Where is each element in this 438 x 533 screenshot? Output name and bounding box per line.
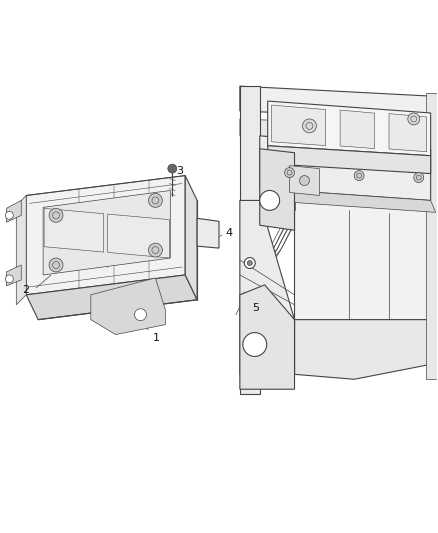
Text: 1: 1 [152, 333, 159, 343]
Polygon shape [185, 175, 197, 300]
Circle shape [260, 190, 279, 211]
Polygon shape [108, 214, 170, 258]
Circle shape [300, 175, 309, 185]
Polygon shape [7, 200, 21, 222]
Polygon shape [294, 320, 431, 379]
Circle shape [168, 164, 177, 173]
Circle shape [408, 113, 420, 125]
Polygon shape [240, 86, 260, 394]
Text: 2: 2 [22, 285, 29, 295]
Circle shape [303, 119, 316, 133]
Polygon shape [240, 200, 294, 374]
Circle shape [49, 258, 63, 272]
Polygon shape [268, 146, 431, 174]
Polygon shape [260, 149, 294, 230]
Polygon shape [240, 285, 294, 389]
Polygon shape [260, 189, 436, 212]
Circle shape [134, 309, 146, 321]
Circle shape [5, 275, 13, 283]
Text: 5: 5 [252, 303, 259, 313]
Polygon shape [240, 119, 431, 141]
Circle shape [243, 333, 267, 357]
Text: 4: 4 [225, 228, 232, 238]
Circle shape [247, 261, 252, 265]
Circle shape [244, 257, 255, 269]
Polygon shape [268, 101, 431, 156]
Circle shape [414, 173, 424, 182]
Text: 3: 3 [176, 166, 183, 175]
Circle shape [285, 168, 294, 177]
Polygon shape [44, 208, 104, 252]
Polygon shape [197, 219, 219, 248]
Polygon shape [240, 86, 431, 119]
Polygon shape [294, 200, 431, 320]
Circle shape [354, 171, 364, 181]
Polygon shape [7, 265, 21, 286]
Polygon shape [426, 93, 437, 379]
Polygon shape [26, 175, 185, 295]
Circle shape [49, 208, 63, 222]
Polygon shape [389, 114, 427, 152]
Polygon shape [290, 166, 319, 196]
Polygon shape [340, 110, 374, 149]
Circle shape [5, 212, 13, 219]
Polygon shape [16, 196, 26, 305]
Polygon shape [26, 275, 197, 320]
Polygon shape [272, 105, 325, 146]
Circle shape [148, 243, 162, 257]
Polygon shape [91, 278, 165, 335]
Polygon shape [260, 136, 431, 200]
Circle shape [148, 193, 162, 207]
Polygon shape [43, 190, 170, 275]
